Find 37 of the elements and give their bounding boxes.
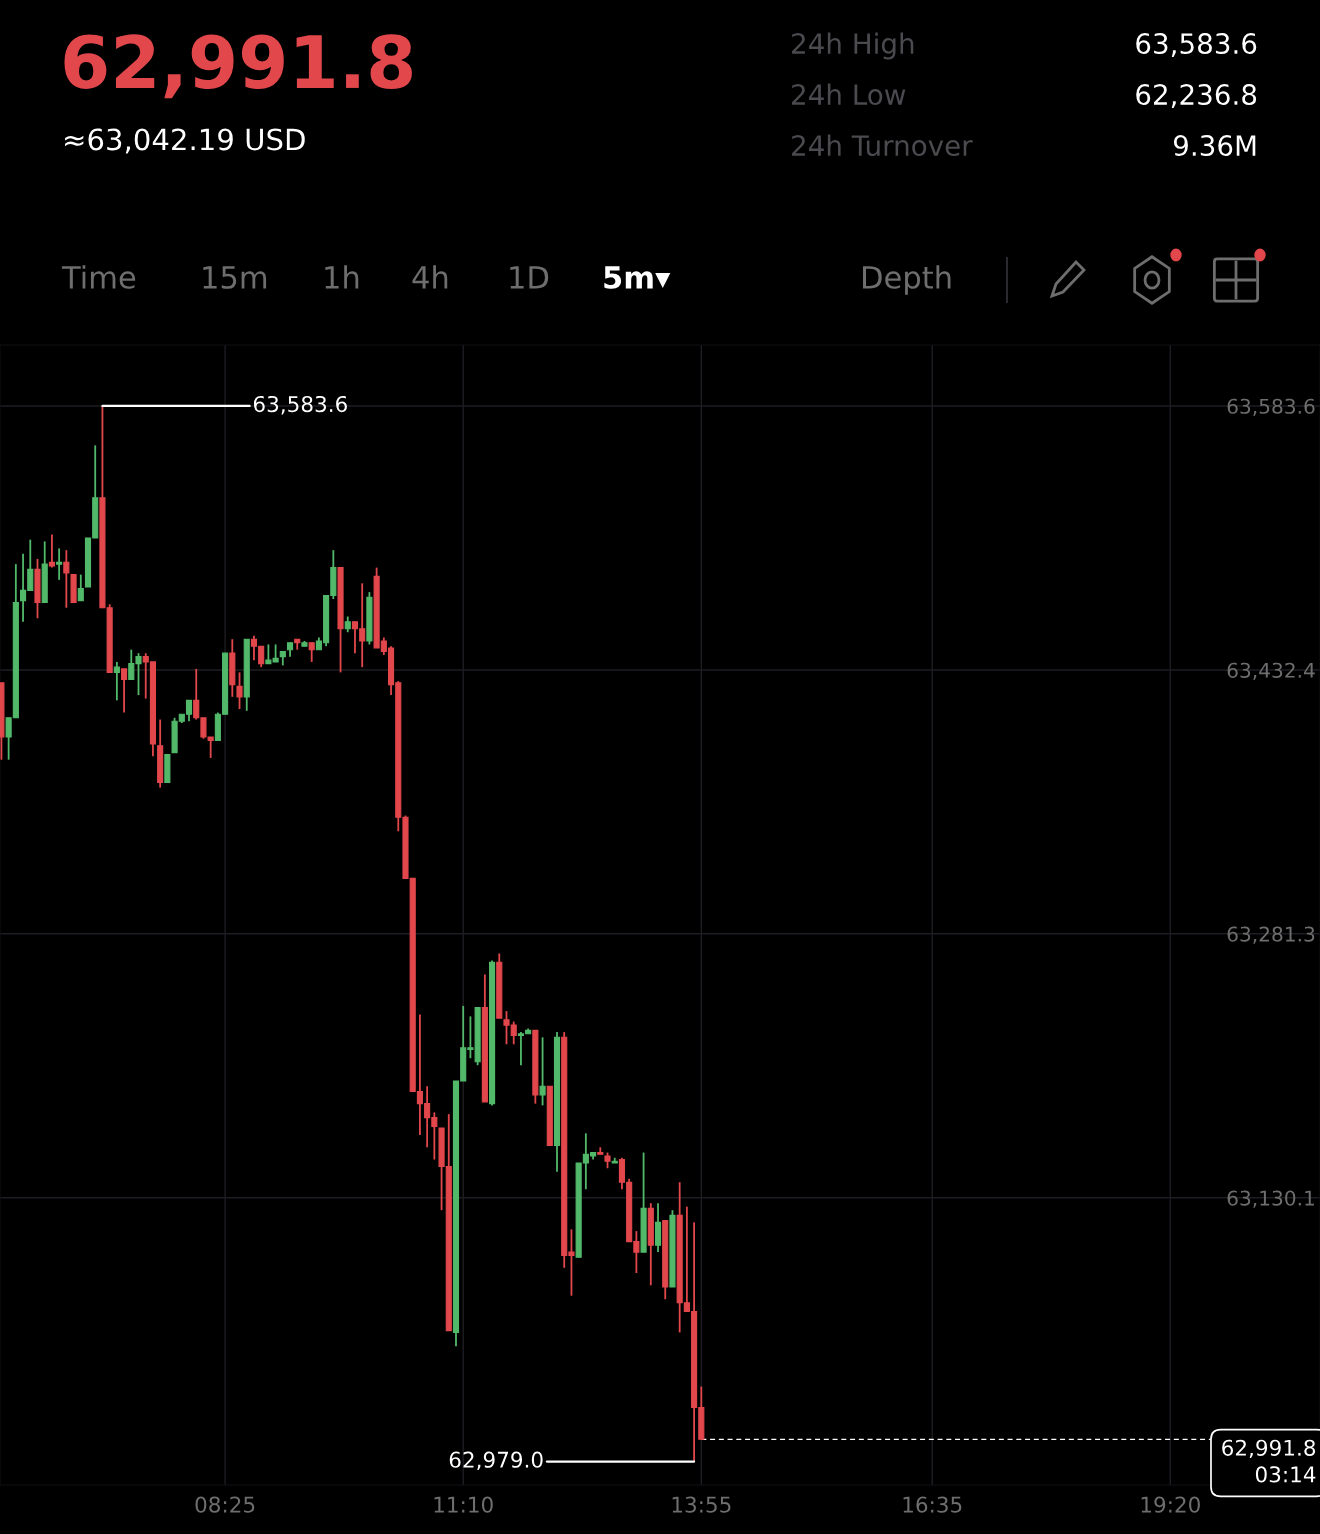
- candlestick: [56, 547, 63, 581]
- x-tick-label: 13:55: [672, 1496, 731, 1513]
- text: 9.36M: [1173, 135, 1256, 157]
- text: 62,991.8: [64, 34, 412, 99]
- text: Time: [61, 265, 136, 289]
- ref-line-label: 62,991.8 03:14: [1222, 1439, 1316, 1483]
- y-tick-label: 63,432.4: [1227, 662, 1315, 680]
- y-tick-label: 63,130.1: [1227, 1190, 1314, 1208]
- text: 62,236.8: [1136, 84, 1257, 108]
- text: ≈63,042.19 USD: [65, 128, 305, 154]
- x-tick-label: 08:25: [195, 1496, 255, 1513]
- candlestick: [308, 641, 315, 663]
- y-tick-label: 63,583.6: [1227, 398, 1315, 416]
- text: Depth: [863, 265, 951, 295]
- x-tick-label: 16:35: [903, 1496, 962, 1513]
- x-tick-label: 11:10: [434, 1496, 493, 1513]
- x-tick-label: 19:20: [1141, 1496, 1200, 1513]
- candlestick: [77, 573, 84, 602]
- candlestick: [539, 1036, 546, 1107]
- text: 4h: [412, 265, 448, 289]
- candlestick: [63, 549, 70, 609]
- text: 24h High: [792, 32, 914, 60]
- candlestick: [654, 1202, 662, 1253]
- annotation: 62,979.0: [449, 1451, 543, 1471]
- text: 63,583.6: [1136, 33, 1257, 57]
- candlestick: [121, 667, 128, 714]
- text: 1h: [325, 265, 359, 289]
- annotation: 63,583.6: [253, 395, 347, 415]
- candlestick: [113, 661, 120, 702]
- candlestick: [236, 671, 243, 710]
- text: 24h Low: [792, 83, 906, 106]
- candlestick: [48, 533, 55, 569]
- text: 1D: [510, 266, 549, 289]
- y-tick-label: 63,281.3: [1227, 926, 1315, 944]
- text: 24h Turnover: [792, 134, 973, 157]
- text: 15m: [203, 266, 267, 289]
- text: 5m▾: [604, 266, 671, 289]
